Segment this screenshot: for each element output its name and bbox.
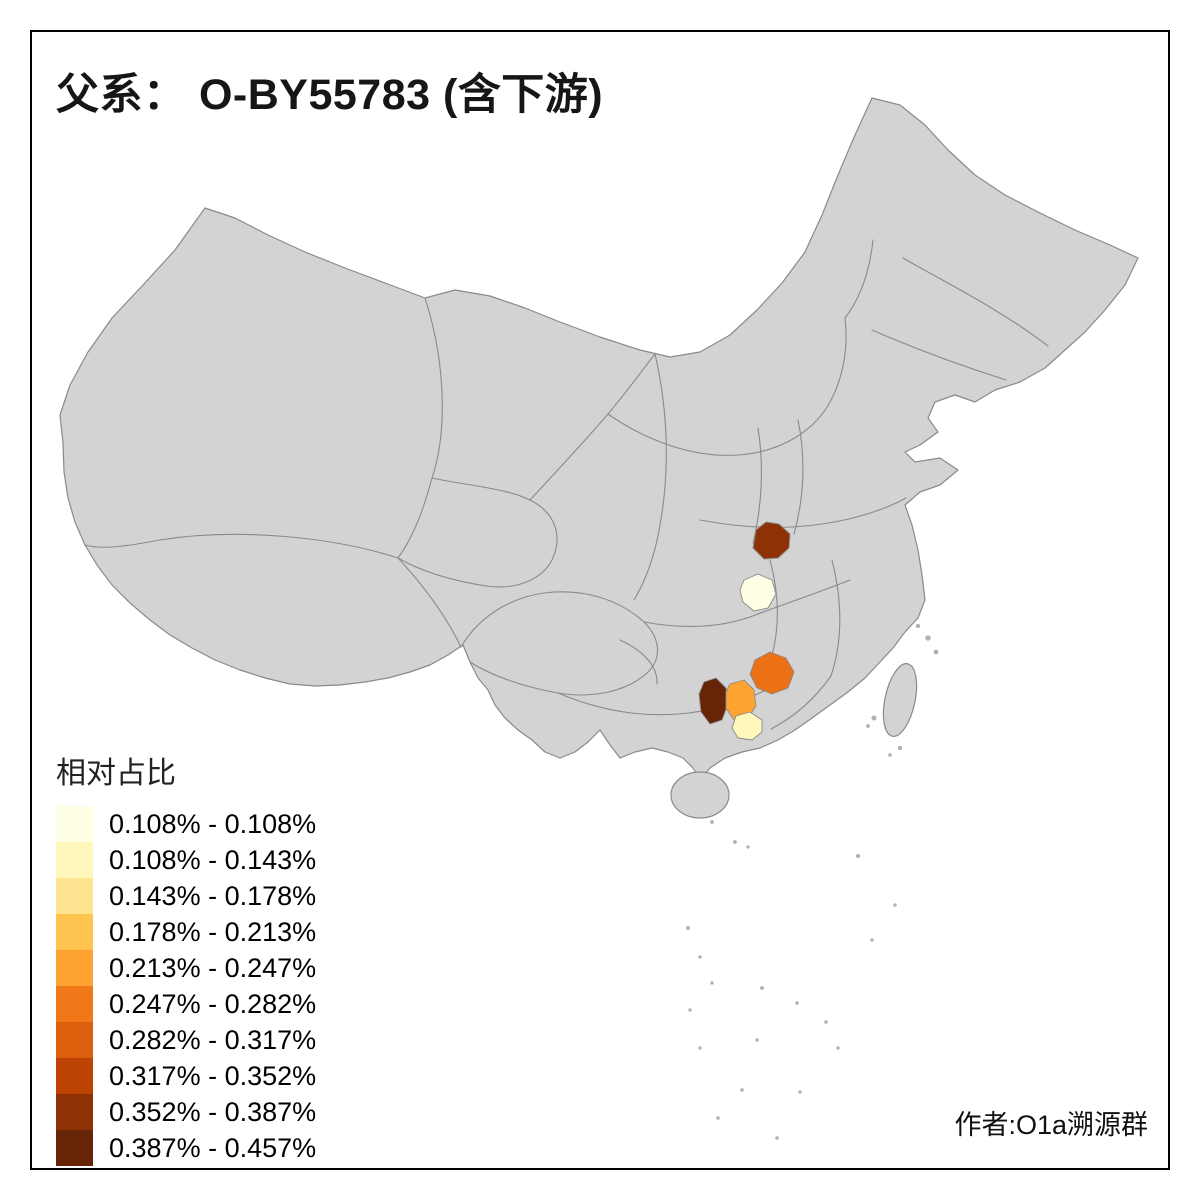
legend-swatch bbox=[56, 806, 93, 842]
legend-item: 0.143% - 0.178% bbox=[56, 878, 316, 914]
map-title: 父系： O-BY55783 (含下游) bbox=[56, 71, 604, 119]
hainan-island bbox=[670, 771, 730, 819]
legend-swatch bbox=[56, 1130, 93, 1166]
plot-border bbox=[30, 30, 1170, 1170]
legend-item: 0.317% - 0.352% bbox=[56, 1058, 316, 1094]
legend-label: 0.352% - 0.387% bbox=[109, 1097, 317, 1127]
legend-swatch bbox=[56, 1058, 93, 1094]
legend-label: 0.282% - 0.317% bbox=[109, 1025, 317, 1055]
legend-label: 0.178% - 0.213% bbox=[109, 917, 317, 947]
highlight-region-3 bbox=[749, 651, 795, 695]
legend-label: 0.213% - 0.247% bbox=[109, 953, 317, 983]
highlight-region-2 bbox=[739, 573, 777, 612]
legend-label: 0.143% - 0.178% bbox=[109, 881, 317, 911]
legend-label: 0.387% - 0.457% bbox=[109, 1133, 317, 1163]
taiwan-island bbox=[882, 663, 918, 737]
legend-item: 0.178% - 0.213% bbox=[56, 914, 316, 950]
highlighted-regions bbox=[698, 521, 795, 741]
legend-swatch bbox=[56, 950, 93, 986]
legend-label: 0.317% - 0.352% bbox=[109, 1061, 317, 1091]
legend-swatch bbox=[56, 1094, 93, 1130]
legend-item: 0.213% - 0.247% bbox=[56, 950, 316, 986]
legend-item: 0.108% - 0.108% bbox=[56, 806, 316, 842]
highlight-region-4 bbox=[698, 677, 729, 725]
highlight-region-6 bbox=[731, 711, 763, 741]
legend-label: 0.247% - 0.282% bbox=[109, 989, 317, 1019]
legend-item: 0.247% - 0.282% bbox=[56, 986, 316, 1022]
legend-item: 0.282% - 0.317% bbox=[56, 1022, 316, 1058]
legend-swatch bbox=[56, 842, 93, 878]
legend-item: 0.108% - 0.143% bbox=[56, 842, 316, 878]
legend-title: 相对占比 bbox=[56, 757, 176, 790]
legend-label: 0.108% - 0.108% bbox=[109, 809, 317, 839]
author-credit: 作者:O1a溯源群 bbox=[954, 1110, 1148, 1140]
legend-swatch bbox=[56, 878, 93, 914]
legend-item: 0.387% - 0.457% bbox=[56, 1130, 316, 1166]
highlight-region-1 bbox=[752, 521, 791, 560]
legend-label: 0.108% - 0.143% bbox=[109, 845, 317, 875]
legend-swatch bbox=[56, 986, 93, 1022]
legend-swatch bbox=[56, 914, 93, 950]
legend-item: 0.352% - 0.387% bbox=[56, 1094, 316, 1130]
legend: 相对占比 0.108% - 0.108% 0.108% - 0.143% 0.1… bbox=[56, 748, 316, 1166]
islands bbox=[670, 623, 939, 1140]
legend-swatch bbox=[56, 1022, 93, 1058]
